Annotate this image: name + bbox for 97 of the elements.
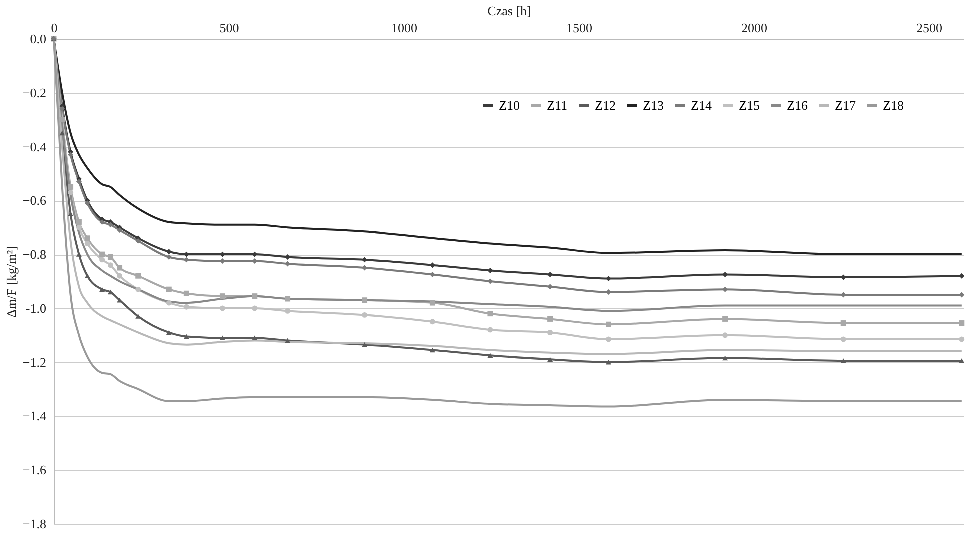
- point: [548, 316, 554, 322]
- legend-label: Z14: [691, 98, 712, 113]
- point: [606, 336, 612, 342]
- point: [100, 252, 106, 258]
- point: [68, 184, 74, 190]
- x-tick-label: 2500: [916, 20, 942, 36]
- point: [722, 356, 728, 361]
- point: [166, 300, 172, 306]
- point: [840, 320, 846, 326]
- point: [166, 254, 172, 260]
- point: [285, 338, 291, 344]
- y-tick-label: −0.4: [22, 139, 47, 154]
- y-tick-label: −0.8: [22, 247, 46, 262]
- y-tick-label: −1.2: [22, 354, 46, 370]
- point: [184, 290, 190, 296]
- point: [430, 300, 436, 306]
- point: [184, 304, 190, 310]
- point: [362, 298, 368, 304]
- point: [959, 320, 965, 326]
- point: [84, 241, 90, 247]
- point: [220, 306, 226, 312]
- point: [959, 273, 965, 279]
- legend-label: Z17: [835, 98, 856, 113]
- point: [430, 348, 436, 353]
- point: [136, 286, 142, 292]
- point: [285, 308, 291, 314]
- point: [136, 273, 142, 279]
- y-tick-label: −1.6: [22, 462, 47, 478]
- legend-label: Z12: [595, 98, 616, 113]
- point: [184, 334, 190, 340]
- x-axis-title: Czas [h]: [488, 4, 532, 18]
- legend-label: Z10: [499, 98, 520, 113]
- point: [68, 190, 74, 196]
- legend-label: Z16: [787, 98, 808, 113]
- point: [60, 130, 66, 136]
- point: [252, 336, 258, 340]
- y-tick-label: -1.0: [26, 300, 46, 316]
- point: [606, 276, 612, 282]
- point: [959, 358, 965, 364]
- point: [220, 336, 226, 340]
- point: [840, 358, 846, 364]
- point: [548, 330, 554, 336]
- legend-label: Z15: [739, 98, 760, 113]
- legend-label: Z13: [643, 98, 664, 113]
- point: [76, 224, 82, 230]
- point: [959, 336, 965, 342]
- y-tick-label: −0.6: [22, 193, 47, 208]
- point: [76, 252, 82, 257]
- point: [166, 330, 172, 336]
- point: [108, 262, 114, 268]
- point: [60, 106, 66, 112]
- point: [108, 222, 114, 228]
- point: [76, 219, 82, 225]
- point: [362, 312, 368, 318]
- point: [117, 273, 123, 279]
- y-tick-label: 0.0: [30, 32, 46, 46]
- point: [166, 249, 172, 255]
- point: [166, 286, 172, 292]
- y-tick-label: −0.2: [22, 85, 46, 100]
- point: [136, 238, 142, 244]
- point: [548, 357, 554, 362]
- point: [252, 306, 258, 312]
- point: [488, 327, 494, 333]
- point: [84, 236, 90, 242]
- point: [100, 257, 106, 263]
- point: [362, 342, 368, 348]
- point: [606, 290, 612, 296]
- y-axis-title: Δm/F [kg/m²]: [4, 246, 19, 318]
- point: [488, 353, 494, 358]
- point: [220, 294, 226, 300]
- point: [108, 254, 114, 260]
- legend-label: Z11: [547, 98, 568, 113]
- point: [84, 200, 90, 206]
- x-tick-label: 1500: [566, 20, 592, 36]
- point: [68, 152, 74, 158]
- point: [606, 322, 612, 328]
- point: [722, 332, 728, 338]
- point: [76, 179, 82, 185]
- point: [117, 228, 123, 234]
- point: [430, 319, 436, 325]
- point: [285, 296, 291, 302]
- point: [606, 360, 612, 365]
- x-tick-label: 2000: [742, 20, 768, 36]
- x-tick-label: 500: [220, 20, 240, 36]
- x-tick-label: 0: [51, 20, 58, 36]
- point: [84, 274, 90, 278]
- point: [252, 294, 258, 300]
- point: [488, 311, 494, 317]
- point: [100, 219, 106, 225]
- point: [117, 265, 123, 271]
- point: [840, 336, 846, 342]
- y-tick-label: −1.4: [22, 408, 47, 424]
- x-tick-label: 1000: [392, 20, 418, 36]
- point: [722, 316, 728, 322]
- legend-label: Z18: [883, 98, 904, 113]
- point: [100, 287, 106, 292]
- y-tick-label: −1.8: [22, 516, 46, 532]
